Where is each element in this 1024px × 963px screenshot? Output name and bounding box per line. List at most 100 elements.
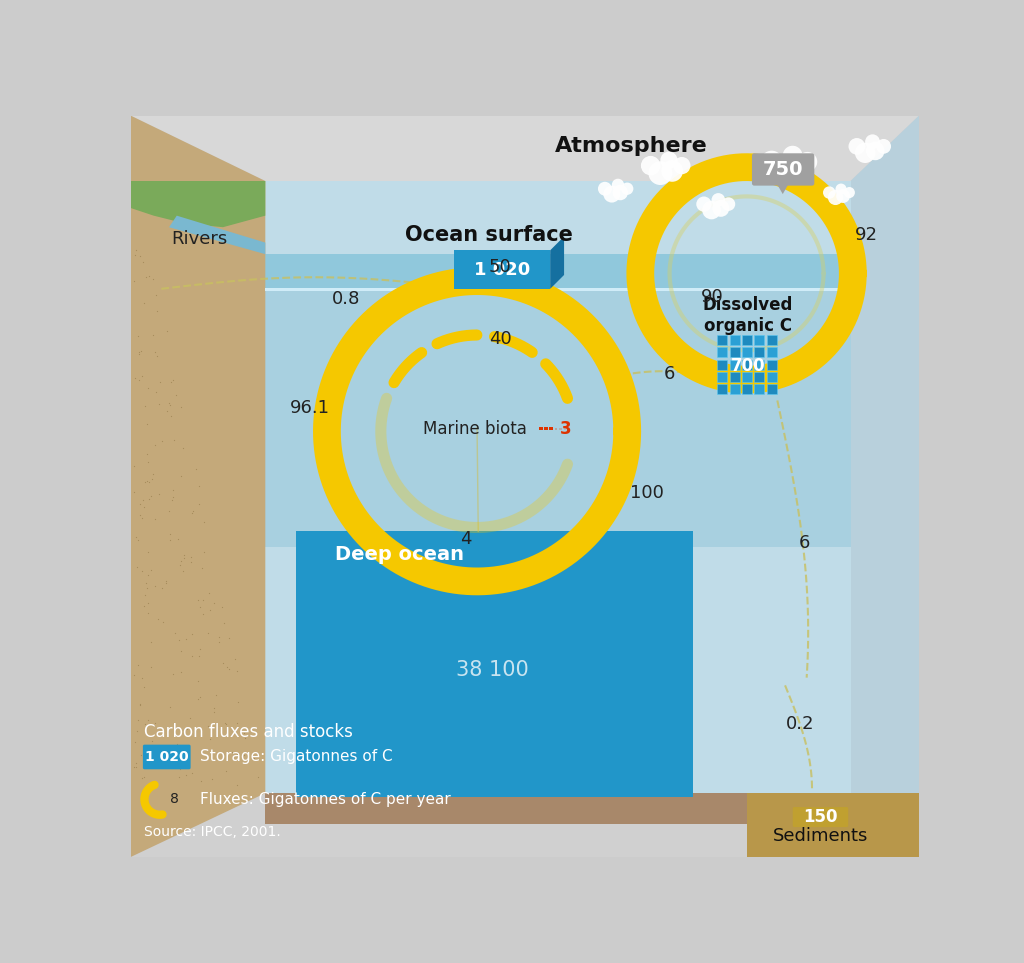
Bar — [767, 335, 776, 345]
Circle shape — [865, 135, 880, 149]
Text: 40: 40 — [488, 330, 512, 348]
Bar — [755, 359, 764, 370]
Circle shape — [844, 187, 855, 198]
Bar — [546, 429, 548, 430]
Polygon shape — [746, 794, 920, 857]
Bar — [755, 335, 764, 345]
Polygon shape — [130, 181, 265, 227]
Bar — [296, 532, 692, 797]
FancyBboxPatch shape — [752, 153, 814, 186]
Polygon shape — [851, 116, 920, 794]
Circle shape — [849, 138, 865, 155]
Text: 96.1: 96.1 — [290, 399, 330, 417]
Bar — [717, 335, 727, 345]
Bar — [541, 429, 544, 430]
Circle shape — [827, 190, 843, 205]
Polygon shape — [130, 116, 265, 857]
Text: 90: 90 — [700, 288, 723, 305]
Bar — [730, 384, 739, 394]
Polygon shape — [169, 216, 265, 254]
Text: 100: 100 — [630, 483, 664, 502]
Bar — [742, 348, 752, 357]
Circle shape — [836, 184, 847, 195]
Bar — [755, 384, 764, 394]
Circle shape — [761, 150, 782, 172]
Circle shape — [712, 194, 725, 207]
Polygon shape — [130, 116, 920, 181]
Polygon shape — [550, 237, 564, 289]
Bar — [755, 348, 764, 357]
Circle shape — [673, 157, 690, 174]
Bar — [717, 372, 727, 382]
Text: 38 100: 38 100 — [456, 660, 528, 680]
Bar — [265, 289, 851, 547]
Circle shape — [877, 139, 891, 154]
Text: Ocean surface: Ocean surface — [404, 225, 572, 245]
Bar — [767, 372, 776, 382]
Bar — [767, 384, 776, 394]
Polygon shape — [265, 794, 851, 824]
Text: Source: IPCC, 2001.: Source: IPCC, 2001. — [144, 825, 282, 840]
Text: Marine biota: Marine biota — [423, 420, 527, 438]
Bar — [539, 427, 543, 430]
Circle shape — [598, 182, 611, 195]
Bar — [550, 429, 553, 430]
Circle shape — [612, 185, 628, 200]
Circle shape — [641, 156, 660, 175]
Bar — [742, 359, 752, 370]
Circle shape — [603, 186, 621, 202]
Text: 6: 6 — [799, 534, 810, 552]
Text: 750: 750 — [763, 160, 804, 179]
Bar — [742, 372, 752, 382]
FancyBboxPatch shape — [793, 807, 848, 827]
Circle shape — [713, 200, 729, 217]
Text: 6: 6 — [664, 365, 675, 382]
Bar — [717, 359, 727, 370]
Circle shape — [784, 156, 809, 180]
Circle shape — [648, 161, 672, 185]
Circle shape — [662, 160, 683, 182]
Circle shape — [702, 200, 721, 220]
Text: 3: 3 — [560, 420, 571, 438]
Bar — [544, 427, 548, 430]
Circle shape — [782, 145, 803, 166]
Bar — [717, 384, 727, 394]
Text: 1 020: 1 020 — [474, 261, 530, 278]
Text: Storage: Gigatonnes of C: Storage: Gigatonnes of C — [200, 749, 392, 765]
Bar — [742, 335, 752, 345]
Bar — [742, 384, 752, 394]
Bar — [730, 348, 739, 357]
Bar — [755, 372, 764, 382]
Bar — [730, 359, 739, 370]
Bar — [559, 429, 562, 430]
FancyBboxPatch shape — [143, 744, 190, 769]
Circle shape — [696, 196, 712, 212]
Bar — [564, 429, 566, 430]
Text: Rivers: Rivers — [172, 230, 228, 247]
Circle shape — [837, 189, 850, 203]
Text: 700: 700 — [731, 357, 765, 375]
Circle shape — [621, 183, 634, 195]
Circle shape — [866, 142, 885, 160]
Text: Atmosphere: Atmosphere — [555, 137, 708, 156]
Circle shape — [823, 186, 836, 198]
Circle shape — [660, 151, 678, 169]
Bar — [767, 348, 776, 357]
Bar — [454, 250, 550, 289]
Bar — [265, 254, 851, 289]
Circle shape — [611, 179, 625, 191]
Text: 0.2: 0.2 — [786, 715, 815, 733]
Circle shape — [722, 197, 735, 211]
Text: Deep ocean: Deep ocean — [335, 545, 464, 564]
Text: Sediments: Sediments — [773, 826, 868, 845]
Text: 150: 150 — [803, 808, 838, 826]
Bar — [555, 429, 557, 430]
Circle shape — [855, 143, 876, 163]
Bar — [730, 335, 739, 345]
Text: Fluxes: Gigatonnes of C per year: Fluxes: Gigatonnes of C per year — [200, 792, 451, 807]
Bar — [550, 427, 553, 430]
Text: 50: 50 — [488, 258, 512, 276]
Text: Dissolved
organic C: Dissolved organic C — [702, 297, 794, 335]
Bar — [265, 181, 851, 794]
Polygon shape — [776, 183, 788, 195]
